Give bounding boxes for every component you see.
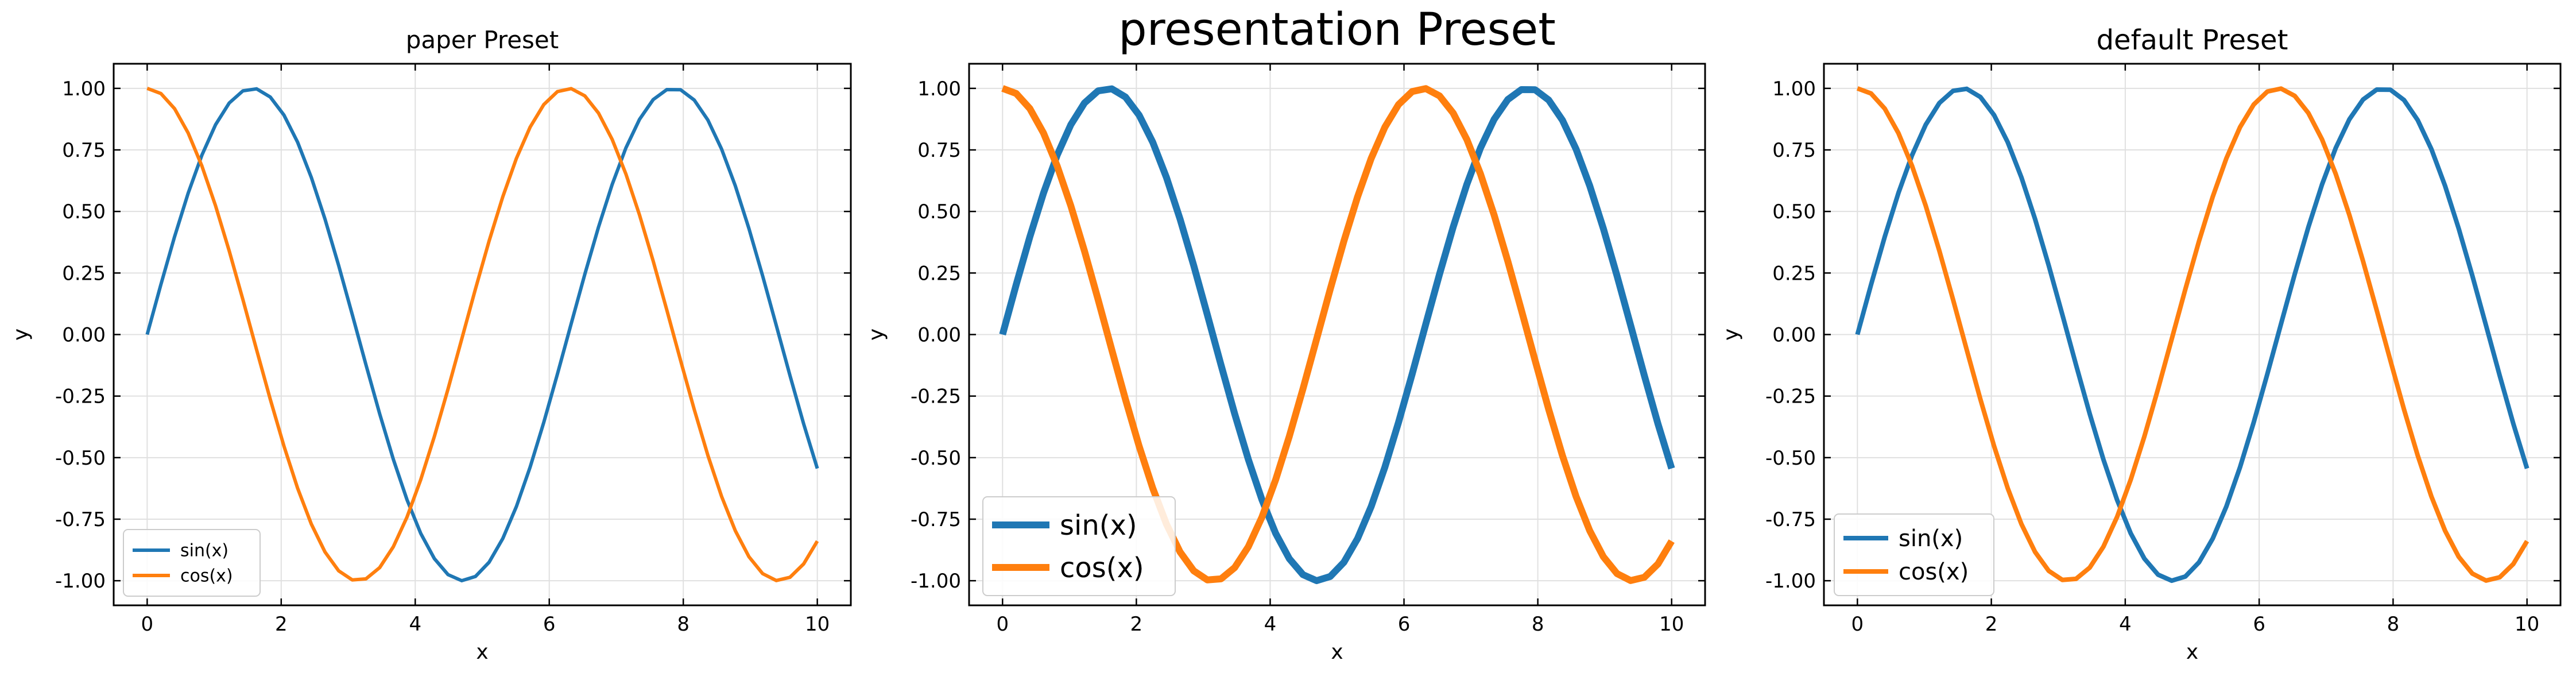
y-tick-label: 0.50	[62, 200, 106, 223]
x-tick-label: 4	[2119, 613, 2132, 636]
chart-panel-2: 0 2 4 6 8 10 -1.00 -0.75 -0.50 -0.25 0.00 0.25 0.50 0…	[865, 4, 1706, 664]
chart-title: default Preset	[2097, 24, 2288, 56]
y-tick-label: 0.75	[917, 139, 961, 162]
x-axis-label: x	[2186, 640, 2198, 664]
y-axis-label: y	[9, 329, 33, 341]
x-tick-label: 4	[1264, 613, 1277, 636]
x-tick-label: 0	[1851, 613, 1864, 636]
y-tick-label: -0.50	[911, 447, 961, 470]
y-tick-label: -1.00	[911, 570, 961, 593]
y-tick-label: -0.25	[911, 385, 961, 408]
grid	[114, 64, 851, 605]
x-tick-label: 6	[1398, 613, 1411, 636]
y-tick-label: 0.25	[917, 262, 961, 285]
x-tick-label: 8	[2387, 613, 2400, 636]
y-tick-label: 0.75	[62, 139, 106, 162]
y-tick-label: 0.00	[62, 324, 106, 347]
y-tick-label: 0.00	[1772, 324, 1816, 347]
series-line-cos	[146, 87, 819, 582]
x-tick-label: 10	[805, 613, 830, 636]
y-tick-label: -0.50	[1765, 447, 1816, 470]
y-tick-label: 0.00	[917, 324, 961, 347]
x-tick-label: 8	[1532, 613, 1544, 636]
x-tick-label: 2	[275, 613, 288, 636]
y-tick-label: -1.00	[1765, 570, 1816, 593]
y-axis-label: y	[865, 329, 888, 341]
x-tick-label: 4	[409, 613, 421, 636]
x-tick-label: 6	[2253, 613, 2265, 636]
x-tick-label: 2	[1130, 613, 1143, 636]
y-tick-label: -0.75	[55, 508, 106, 531]
x-axis-label: x	[476, 640, 488, 664]
legend-label-sin: sin(x)	[180, 541, 228, 561]
grid	[969, 64, 1705, 605]
chart-title: paper Preset	[406, 26, 559, 54]
y-axis-label: y	[1719, 329, 1743, 341]
x-tick-label: 2	[1985, 613, 1998, 636]
legend-label-sin: sin(x)	[1899, 526, 1963, 552]
x-tick-label: 10	[1659, 613, 1684, 636]
legend-box	[1834, 513, 1994, 596]
y-tick-label: 0.75	[1772, 139, 1816, 162]
series-line-sin	[999, 85, 1675, 585]
series-line-cos	[1001, 85, 1675, 584]
y-tick-label: 1.00	[62, 78, 106, 101]
series-line-sin	[1855, 86, 2529, 584]
legend: sin(x) cos(x)	[982, 496, 1176, 596]
y-tick-label: 0.25	[1772, 262, 1816, 285]
y-tick-label: -0.75	[911, 508, 961, 531]
y-tick-label: 0.25	[62, 262, 106, 285]
chart-title: presentation Preset	[1118, 4, 1556, 56]
legend-label-cos: cos(x)	[1899, 559, 1969, 585]
series-line-cos	[1856, 86, 2529, 583]
y-tick-label: 1.00	[1772, 78, 1816, 101]
x-tick-label: 6	[543, 613, 556, 636]
legend: sin(x) cos(x)	[123, 529, 261, 597]
x-tick-label: 10	[2515, 613, 2539, 636]
y-tick-label: -0.25	[55, 385, 106, 408]
chart-panel-1: 0 2 4 6 8 10 -1.00 -0.75 -0.50 -0.25 0.00 0.25 0.50 0…	[9, 26, 852, 664]
y-tick-label: -0.50	[55, 447, 106, 470]
legend-label-cos: cos(x)	[1060, 552, 1144, 584]
y-tick-label: -0.25	[1765, 385, 1816, 408]
y-tick-label: 0.50	[1772, 200, 1816, 223]
y-tick-label: 1.00	[917, 78, 961, 101]
series-line-sin	[145, 87, 819, 583]
x-tick-label: 0	[141, 613, 154, 636]
legend-box	[123, 529, 261, 597]
legend-label-cos: cos(x)	[180, 566, 233, 586]
y-tick-label: 0.50	[917, 200, 961, 223]
x-tick-label: 8	[677, 613, 689, 636]
chart-panel-3: 0 2 4 6 8 10 -1.00 -0.75 -0.50 -0.25 0.00 0.25 0.50 0…	[1719, 24, 2562, 664]
legend: sin(x) cos(x)	[1834, 513, 1994, 596]
x-tick-label: 0	[996, 613, 1009, 636]
x-axis-label: x	[1331, 640, 1343, 664]
y-tick-label: -1.00	[55, 570, 106, 593]
y-tick-label: -0.75	[1765, 508, 1816, 531]
legend-label-sin: sin(x)	[1060, 509, 1137, 542]
